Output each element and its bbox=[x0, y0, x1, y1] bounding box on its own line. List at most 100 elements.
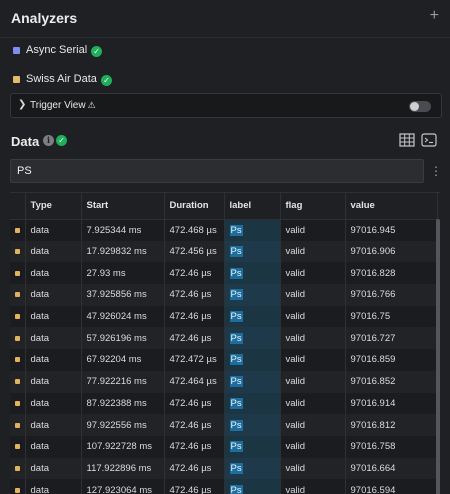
table-cell-label: Ps bbox=[224, 240, 281, 263]
analyzer-name: Async Serial bbox=[26, 44, 88, 56]
search-highlight: Ps bbox=[229, 311, 243, 323]
table-cell-label: Ps bbox=[224, 305, 281, 328]
table-cell: 472.46 µs bbox=[164, 479, 225, 494]
table-row[interactable]: data 77.922216 ms 472.464 µs Ps valid 97016.8… bbox=[10, 370, 438, 393]
table-cell: valid bbox=[280, 305, 346, 328]
table-cell: data bbox=[25, 284, 82, 306]
trigger-view-bar[interactable]: ❯ Trigger View ⚠ bbox=[10, 93, 442, 118]
table-cell: 7.925344 ms bbox=[81, 219, 165, 241]
table-header-row: Type Start Duration label flag value bbox=[10, 193, 438, 220]
search-highlight: Ps bbox=[229, 441, 243, 453]
data-title: Data bbox=[11, 134, 40, 149]
table-cell: data bbox=[25, 479, 82, 494]
table-cell: 97016.766 bbox=[345, 284, 438, 306]
table-cell: data bbox=[25, 349, 82, 371]
column-header[interactable]: label bbox=[224, 193, 281, 220]
search-highlight: Ps bbox=[229, 354, 243, 366]
row-marker bbox=[10, 479, 26, 494]
search-highlight: Ps bbox=[229, 419, 243, 431]
table-row[interactable]: data 107.922728 ms 472.46 µs Ps valid 97016.7… bbox=[10, 435, 438, 458]
table-row[interactable]: data 57.926196 ms 472.46 µs Ps valid 97016.72… bbox=[10, 327, 438, 350]
row-marker bbox=[10, 435, 26, 458]
table-cell: valid bbox=[280, 435, 346, 458]
trigger-view-toggle[interactable] bbox=[409, 101, 431, 112]
row-marker bbox=[10, 370, 26, 393]
column-header[interactable]: Type bbox=[25, 193, 82, 220]
row-marker bbox=[10, 392, 26, 415]
table-cell: 472.46 µs bbox=[164, 392, 225, 415]
chevron-right-icon[interactable]: ❯ bbox=[18, 99, 27, 110]
table-cell: data bbox=[25, 240, 82, 263]
row-color-marker bbox=[14, 444, 20, 450]
data-table-container[interactable]: Type Start Duration label flag value dat… bbox=[10, 192, 440, 494]
table-row[interactable]: data 27.93 ms 472.46 µs Ps valid 97016.828 bbox=[10, 262, 438, 285]
table-cell: 97016.812 bbox=[345, 414, 438, 436]
analyzer-async-serial[interactable]: Async Serial ✓ bbox=[0, 37, 450, 65]
column-header[interactable]: Start bbox=[81, 193, 165, 220]
table-cell: data bbox=[25, 435, 82, 458]
table-cell: 472.46 µs bbox=[164, 414, 225, 436]
table-row[interactable]: data 7.925344 ms 472.468 µs Ps valid 97016.94… bbox=[10, 219, 438, 241]
table-cell: data bbox=[25, 392, 82, 415]
table-cell: 97.922556 ms bbox=[81, 414, 165, 436]
row-marker bbox=[10, 305, 26, 328]
search-input[interactable] bbox=[10, 159, 424, 183]
table-cell: 97016.594 bbox=[345, 479, 438, 494]
table-cell-label: Ps bbox=[224, 284, 281, 306]
analyzer-name: Swiss Air Data bbox=[26, 73, 97, 85]
table-cell: 77.922216 ms bbox=[81, 370, 165, 393]
analyzer-color-swatch bbox=[13, 47, 20, 54]
table-cell: 472.46 µs bbox=[164, 457, 225, 480]
table-cell: 97016.945 bbox=[345, 219, 438, 241]
more-options-icon[interactable]: ⋮ bbox=[430, 164, 442, 178]
table-row[interactable]: data 67.92204 ms 472.472 µs Ps valid 97016.85… bbox=[10, 349, 438, 371]
table-cell: valid bbox=[280, 370, 346, 393]
table-cell: valid bbox=[280, 414, 346, 436]
trigger-view-label: Trigger View bbox=[30, 100, 86, 111]
table-cell: valid bbox=[280, 219, 346, 241]
table-cell-label: Ps bbox=[224, 349, 281, 371]
table-row[interactable]: data 127.923064 ms 472.46 µs Ps valid 97016.5… bbox=[10, 479, 438, 494]
table-row[interactable]: data 17.929832 ms 472.456 µs Ps valid 97016.9… bbox=[10, 240, 438, 263]
table-cell: 472.46 µs bbox=[164, 435, 225, 458]
table-row[interactable]: data 97.922556 ms 472.46 µs Ps valid 97016.81… bbox=[10, 414, 438, 436]
row-color-marker bbox=[14, 314, 20, 320]
table-cell: 472.46 µs bbox=[164, 262, 225, 285]
search-highlight: Ps bbox=[229, 484, 243, 494]
terminal-icon[interactable] bbox=[421, 133, 437, 147]
table-cell: data bbox=[25, 262, 82, 285]
table-cell: data bbox=[25, 327, 82, 350]
table-cell: valid bbox=[280, 457, 346, 480]
analyzers-header: Analyzers + bbox=[0, 0, 450, 38]
table-row[interactable]: data 87.922388 ms 472.46 µs Ps valid 97016.91… bbox=[10, 392, 438, 415]
search-highlight: Ps bbox=[229, 267, 243, 279]
table-cell: 472.464 µs bbox=[164, 370, 225, 393]
column-header[interactable]: flag bbox=[280, 193, 346, 220]
table-cell: 97016.664 bbox=[345, 457, 438, 480]
check-icon: ✓ bbox=[91, 46, 103, 57]
plus-icon[interactable]: + bbox=[429, 7, 439, 24]
table-row[interactable]: data 117.922896 ms 472.46 µs Ps valid 97016.6… bbox=[10, 457, 438, 480]
table-scrollbar[interactable] bbox=[436, 219, 440, 494]
table-cell: valid bbox=[280, 479, 346, 494]
table-cell: 97016.906 bbox=[345, 240, 438, 263]
table-cell-label: Ps bbox=[224, 392, 281, 415]
table-cell: 87.922388 ms bbox=[81, 392, 165, 415]
column-header[interactable]: value bbox=[345, 193, 438, 220]
analyzer-swiss-air-data[interactable]: Swiss Air Data ✓ bbox=[0, 66, 450, 94]
check-icon: ✓ bbox=[56, 135, 67, 146]
table-cell: 97016.727 bbox=[345, 327, 438, 350]
row-color-marker bbox=[14, 400, 20, 406]
table-row[interactable]: data 37.925856 ms 472.46 µs Ps valid 97016.76… bbox=[10, 284, 438, 306]
search-highlight: Ps bbox=[229, 224, 243, 236]
row-marker bbox=[10, 457, 26, 480]
table-cell: data bbox=[25, 305, 82, 328]
table-view-icon[interactable] bbox=[399, 133, 415, 147]
search-highlight: Ps bbox=[229, 289, 243, 301]
info-icon[interactable]: i bbox=[43, 135, 54, 146]
row-marker bbox=[10, 284, 26, 306]
search-highlight: Ps bbox=[229, 462, 243, 474]
table-row[interactable]: data 47.926024 ms 472.46 µs Ps valid 97016.75 bbox=[10, 305, 438, 328]
column-header[interactable]: Duration bbox=[164, 193, 225, 220]
table-cell: 117.922896 ms bbox=[81, 457, 165, 480]
